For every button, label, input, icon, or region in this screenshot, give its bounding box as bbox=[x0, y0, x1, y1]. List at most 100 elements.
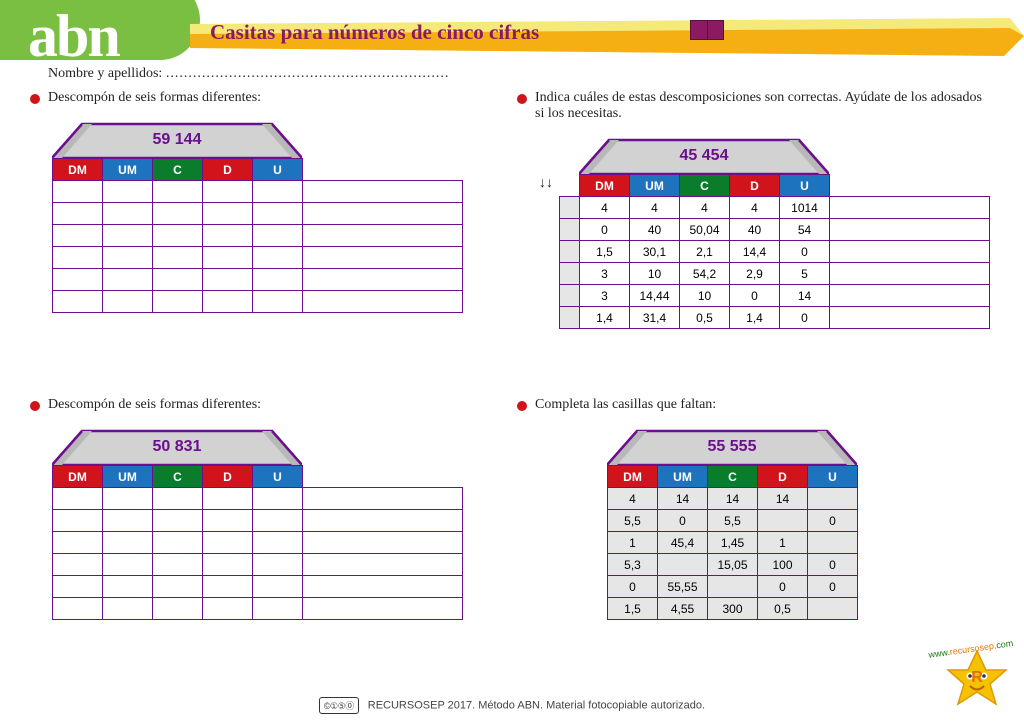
mark-cell bbox=[560, 285, 580, 307]
title-icon bbox=[690, 20, 724, 40]
casita-number: 55 555 bbox=[607, 438, 857, 456]
header-bar: abn Casitas para números de cinco cifras bbox=[0, 0, 1024, 60]
data-cell: 0 bbox=[808, 554, 858, 576]
section-text: Indica cuáles de estas descomposiciones … bbox=[535, 90, 994, 122]
data-cell: 40 bbox=[730, 219, 780, 241]
data-cell: 1,4 bbox=[730, 307, 780, 329]
section-label: Indica cuáles de estas descomposiciones … bbox=[517, 90, 994, 122]
casita-roof: 50 831 bbox=[52, 429, 302, 465]
data-cell: 1,5 bbox=[580, 241, 630, 263]
data-cell bbox=[153, 532, 203, 554]
ext-cell bbox=[303, 225, 463, 247]
data-cell: 40 bbox=[630, 219, 680, 241]
data-cell bbox=[103, 203, 153, 225]
cc-badge: ©①⑤⓪ bbox=[319, 697, 359, 714]
ext-cell bbox=[303, 576, 463, 598]
data-cell bbox=[153, 598, 203, 620]
data-cell bbox=[53, 488, 103, 510]
data-cell bbox=[203, 554, 253, 576]
data-cell: 1 bbox=[758, 532, 808, 554]
data-cell: 0 bbox=[808, 510, 858, 532]
col-header: C bbox=[680, 175, 730, 197]
abn-logo: abn bbox=[28, 2, 119, 71]
data-cell: 0 bbox=[758, 576, 808, 598]
data-cell: 4,55 bbox=[658, 598, 708, 620]
data-cell: 0 bbox=[608, 576, 658, 598]
data-cell: 2,9 bbox=[730, 263, 780, 285]
name-dots: ........................................… bbox=[166, 66, 450, 81]
data-cell bbox=[103, 181, 153, 203]
casita-table: DMUMCDU bbox=[52, 158, 463, 313]
casita-table: DMUMCDU4444101404050,0440541,530,12,114,… bbox=[559, 174, 990, 329]
data-cell bbox=[253, 598, 303, 620]
data-cell bbox=[203, 488, 253, 510]
col-header: DM bbox=[53, 466, 103, 488]
mark-cell bbox=[560, 241, 580, 263]
data-cell bbox=[153, 269, 203, 291]
data-cell: 15,05 bbox=[708, 554, 758, 576]
data-cell bbox=[203, 510, 253, 532]
data-cell bbox=[103, 554, 153, 576]
data-cell bbox=[53, 510, 103, 532]
bullet-icon bbox=[517, 401, 527, 411]
data-cell bbox=[53, 532, 103, 554]
data-cell bbox=[658, 554, 708, 576]
data-cell bbox=[53, 181, 103, 203]
content-grid: Descompón de seis formas diferentes: 59 … bbox=[0, 80, 1024, 684]
data-cell bbox=[708, 576, 758, 598]
data-cell bbox=[103, 532, 153, 554]
data-cell bbox=[153, 203, 203, 225]
data-cell: 4 bbox=[730, 197, 780, 219]
col-header: D bbox=[758, 466, 808, 488]
ext-cell bbox=[303, 181, 463, 203]
data-cell bbox=[153, 247, 203, 269]
data-cell: 2,1 bbox=[680, 241, 730, 263]
data-cell: 0 bbox=[580, 219, 630, 241]
casita-number: 45 454 bbox=[579, 147, 829, 165]
col-header: U bbox=[253, 466, 303, 488]
casita-roof: 55 555 bbox=[607, 429, 857, 465]
data-cell bbox=[253, 576, 303, 598]
data-cell bbox=[53, 554, 103, 576]
data-cell: 5,5 bbox=[608, 510, 658, 532]
casita-number: 50 831 bbox=[52, 438, 302, 456]
data-cell bbox=[103, 510, 153, 532]
data-cell bbox=[53, 247, 103, 269]
page-title: Casitas para números de cinco cifras bbox=[210, 20, 539, 45]
data-cell bbox=[203, 181, 253, 203]
data-cell bbox=[153, 181, 203, 203]
section-label: Descompón de seis formas diferentes: bbox=[30, 397, 507, 413]
ext-cell bbox=[830, 241, 990, 263]
col-header: DM bbox=[580, 175, 630, 197]
data-cell bbox=[253, 532, 303, 554]
data-cell: 54,2 bbox=[680, 263, 730, 285]
data-cell bbox=[153, 576, 203, 598]
data-cell bbox=[103, 225, 153, 247]
col-header: D bbox=[203, 466, 253, 488]
ext-cell bbox=[830, 307, 990, 329]
data-cell: 0 bbox=[780, 241, 830, 263]
section-botleft: Descompón de seis formas diferentes: 50 … bbox=[30, 397, 507, 684]
data-cell: 0 bbox=[658, 510, 708, 532]
data-cell bbox=[53, 291, 103, 313]
data-cell: 31,4 bbox=[630, 307, 680, 329]
section-botright: Completa las casillas que faltan: 55 555… bbox=[517, 397, 994, 684]
col-header: UM bbox=[630, 175, 680, 197]
ext-cell bbox=[303, 554, 463, 576]
casita: 59 144 DMUMCDU bbox=[52, 122, 507, 313]
data-cell bbox=[53, 203, 103, 225]
ext-cell bbox=[303, 291, 463, 313]
ext-cell bbox=[303, 269, 463, 291]
data-cell: 10 bbox=[680, 285, 730, 307]
bullet-icon bbox=[30, 401, 40, 411]
col-header: C bbox=[708, 466, 758, 488]
col-header: D bbox=[203, 159, 253, 181]
casita: ↓↓ 45 454 DMUMCDU4444101404050,0440541,5… bbox=[559, 138, 994, 329]
bullet-icon bbox=[517, 94, 527, 104]
data-cell bbox=[153, 510, 203, 532]
casita-roof: 59 144 bbox=[52, 122, 302, 158]
col-header: C bbox=[153, 466, 203, 488]
data-cell: 14 bbox=[780, 285, 830, 307]
bullet-icon bbox=[30, 94, 40, 104]
casita-roof: 45 454 bbox=[579, 138, 829, 174]
